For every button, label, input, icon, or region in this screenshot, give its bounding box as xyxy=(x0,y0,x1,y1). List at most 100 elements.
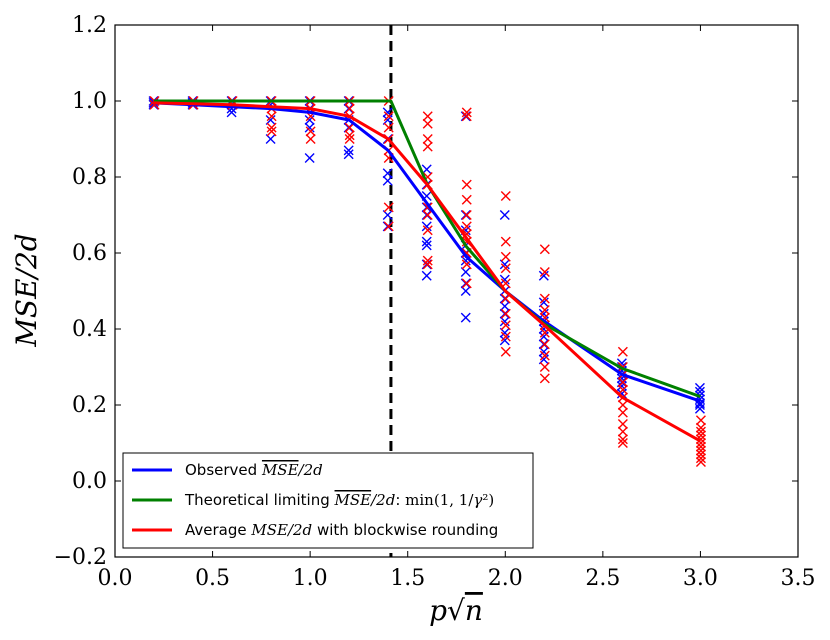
scatter-point xyxy=(617,434,628,445)
y-tick-label: 0.8 xyxy=(72,165,107,190)
series-line-observed xyxy=(153,101,701,403)
scatter-point xyxy=(304,122,315,133)
scatter-point xyxy=(499,293,510,304)
scatter-point xyxy=(695,457,706,467)
scatter-point xyxy=(383,111,394,122)
scatter-point xyxy=(382,175,393,186)
scatter-point xyxy=(461,221,472,232)
x-tick-label: 1.5 xyxy=(390,566,425,591)
y-tick-label: 1.0 xyxy=(72,89,107,114)
scatter-point xyxy=(305,126,316,137)
scatter-point xyxy=(539,305,550,315)
scatter-point xyxy=(460,278,471,289)
scatter-point xyxy=(538,339,549,350)
scatter-point xyxy=(421,270,432,281)
legend: Observed MSE/2d Theoretical limiting MSE… xyxy=(122,452,534,549)
scatter-point xyxy=(460,111,471,122)
scatter-point xyxy=(461,111,472,122)
series-line-blockwise xyxy=(153,101,702,443)
x-tick-label: 2.0 xyxy=(488,566,523,591)
scatter-point xyxy=(695,426,706,437)
scatter-point xyxy=(422,141,433,152)
x-tick-label: 0.0 xyxy=(98,566,133,591)
scatter-point xyxy=(422,134,433,144)
legend-label-observed: Observed MSE/2d xyxy=(185,461,323,479)
scatter-point xyxy=(266,122,277,133)
scatter-point xyxy=(616,381,627,391)
scatter-point xyxy=(499,210,510,220)
y-tick-label: 0.0 xyxy=(72,469,107,494)
scatter-point xyxy=(344,103,355,114)
scatter-point xyxy=(344,134,355,144)
x-tick-label: 2.5 xyxy=(585,566,620,591)
scatter-point xyxy=(617,384,628,395)
scatter-point xyxy=(382,221,393,232)
legend-label-theoretical: Theoretical limiting MSE/2d: min(1, 1/γ²… xyxy=(184,491,494,509)
scatter-point xyxy=(694,403,705,414)
scatter-point xyxy=(500,320,511,331)
scatter-point xyxy=(538,270,549,281)
scatter-point xyxy=(695,449,706,460)
scatter-point xyxy=(539,293,550,304)
scatter-point xyxy=(422,255,433,266)
scatter-point xyxy=(383,122,394,133)
scatter-point xyxy=(617,438,628,448)
scatter-point xyxy=(461,210,472,220)
x-tick-label: 3.5 xyxy=(781,566,816,591)
scatter-point xyxy=(695,434,706,445)
scatter-point xyxy=(460,210,471,220)
y-tick-label: 0.2 xyxy=(72,393,107,418)
scatter-point xyxy=(422,111,433,122)
scatter-point xyxy=(695,415,706,426)
y-tick-label: 0.4 xyxy=(72,317,107,342)
scatter-point xyxy=(461,194,472,205)
scatter-point xyxy=(616,388,627,399)
scatter-point xyxy=(539,362,550,372)
scatter-point xyxy=(617,426,628,437)
scatter-point xyxy=(304,153,315,163)
scatter-point xyxy=(343,149,354,160)
scatter-point xyxy=(461,179,472,190)
scatter-point xyxy=(695,445,706,456)
scatter-point xyxy=(694,400,705,410)
scatter-point xyxy=(421,240,432,251)
scatter-point xyxy=(422,118,433,129)
scatter-point xyxy=(617,346,628,357)
scatter-point xyxy=(617,400,628,410)
legend-label-blockwise: Average MSE/2d with blockwise rounding xyxy=(185,521,498,539)
scatter-point xyxy=(500,191,511,201)
scatter-point xyxy=(694,382,705,393)
scatter-point xyxy=(344,130,355,141)
scatter-point xyxy=(461,229,472,239)
scatter-point xyxy=(500,331,511,342)
scatter-point xyxy=(500,236,511,247)
scatter-point xyxy=(422,259,433,270)
y-tick-label: −0.2 xyxy=(54,545,107,570)
scatter-point xyxy=(460,312,471,323)
scatter-point xyxy=(499,274,510,285)
scatter-point xyxy=(305,134,316,144)
scatter-point xyxy=(499,335,510,346)
scatter-point xyxy=(421,236,432,247)
scatter-point xyxy=(500,346,511,357)
scatter-point xyxy=(422,225,433,236)
scatter-point xyxy=(461,107,472,118)
legend-box xyxy=(122,452,534,549)
x-tick-label: 1.0 xyxy=(293,566,328,591)
scatter-point xyxy=(539,339,550,350)
scatter-point xyxy=(500,308,511,319)
scatter-point xyxy=(383,202,394,213)
scatter-point xyxy=(617,407,628,418)
scatter-point xyxy=(461,278,472,289)
scatter-point xyxy=(343,145,354,156)
scatter-point xyxy=(382,107,393,118)
scatter-point xyxy=(539,373,550,384)
scatter-point xyxy=(500,263,511,274)
scatter-point xyxy=(695,422,706,433)
scatter-point xyxy=(695,441,706,452)
scatter-point xyxy=(695,453,706,464)
tick-group: 0.0 0.5 1.0 1.5 2.0 2.5 3.0 3.5−0.20.00.20.40.6… xyxy=(54,13,816,591)
scatter-point xyxy=(304,115,315,125)
x-axis-label: p√n xyxy=(429,594,483,627)
